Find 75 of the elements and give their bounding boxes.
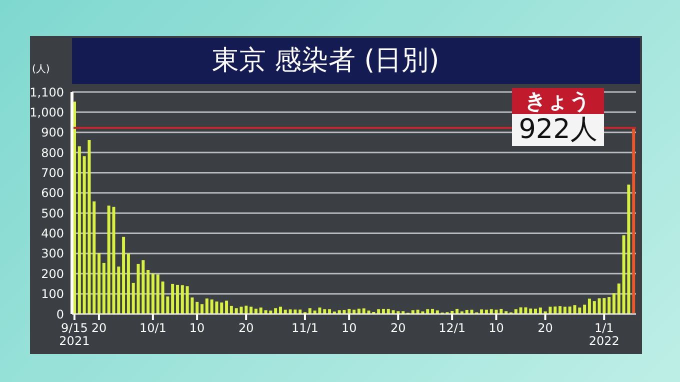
bar: [514, 309, 518, 314]
y-tick-label: 400: [41, 226, 64, 241]
x-tick-label: 20: [538, 321, 553, 335]
bar: [538, 308, 542, 314]
x-tick-label: 10: [189, 321, 205, 335]
bar: [588, 298, 591, 314]
bar: [200, 304, 204, 314]
x-tick-label: 1/1 2022: [588, 321, 620, 348]
bar: [176, 284, 179, 314]
bar: [151, 274, 154, 314]
bar: [426, 309, 430, 314]
y-tick-label: 300: [41, 246, 64, 261]
bar: [278, 306, 282, 314]
bar: [411, 310, 414, 314]
y-tick-label: 700: [41, 166, 64, 180]
bar: [617, 284, 620, 314]
x-tick-label: 20: [91, 321, 107, 335]
x-tick-label: 10/1: [139, 321, 166, 335]
bar: [225, 300, 228, 314]
bar: [146, 270, 150, 314]
bar: [117, 266, 120, 314]
bar: [558, 306, 562, 314]
bar: [529, 308, 532, 314]
bar: [205, 298, 208, 314]
y-tick-label: 600: [41, 186, 64, 200]
bar: [298, 310, 302, 314]
x-tick-label: 20: [390, 321, 406, 335]
y-tick-label: 0: [56, 307, 64, 322]
bar: [156, 274, 160, 314]
bar: [377, 309, 380, 314]
bar: [98, 253, 101, 314]
bar: [608, 297, 611, 314]
bar: [632, 128, 636, 314]
bar: [308, 308, 312, 314]
x-tick-label: 10: [488, 321, 504, 335]
bar: [583, 304, 586, 314]
y-tick-label: 100: [41, 287, 64, 302]
bar: [563, 306, 566, 314]
y-tick-label: 900: [41, 126, 64, 140]
bar: [196, 302, 199, 314]
annotation: 922人: [512, 114, 604, 146]
y-axis-title: (人): [32, 63, 50, 76]
y-tick-label: 500: [41, 206, 64, 220]
y-tick-label: 200: [41, 266, 64, 281]
bar: [171, 284, 174, 314]
bar: [490, 309, 493, 314]
x-tick-label: 20: [238, 321, 254, 335]
bar: [78, 146, 81, 314]
y-tick-label: 1,000: [30, 105, 64, 120]
bar: [612, 293, 616, 314]
bar: [220, 302, 224, 314]
annotation: きょう: [512, 88, 604, 114]
bar: [259, 308, 262, 314]
bar: [122, 236, 126, 314]
x-tick-label: 9/15 2021: [59, 321, 90, 348]
bar: [250, 306, 253, 314]
x-tick-label: 10: [341, 321, 357, 335]
bar: [274, 308, 278, 314]
x-tick-label: 12/1: [438, 321, 466, 335]
y-tick-label: 800: [41, 146, 64, 160]
x-tick-label: 11/1: [291, 321, 318, 335]
bar: [132, 282, 135, 314]
bar: [323, 309, 326, 314]
y-tick-label: 1,100: [30, 85, 64, 100]
bar: [328, 309, 332, 314]
bar: [230, 306, 233, 314]
bar: [592, 301, 596, 314]
bar: [92, 201, 96, 314]
chart-title: 東京 感染者 (日別): [72, 38, 640, 84]
bar: [102, 262, 106, 314]
bar: [554, 306, 557, 314]
bar: [180, 285, 184, 314]
bar: [126, 254, 130, 314]
bar: [244, 306, 248, 314]
bar: [578, 308, 582, 314]
